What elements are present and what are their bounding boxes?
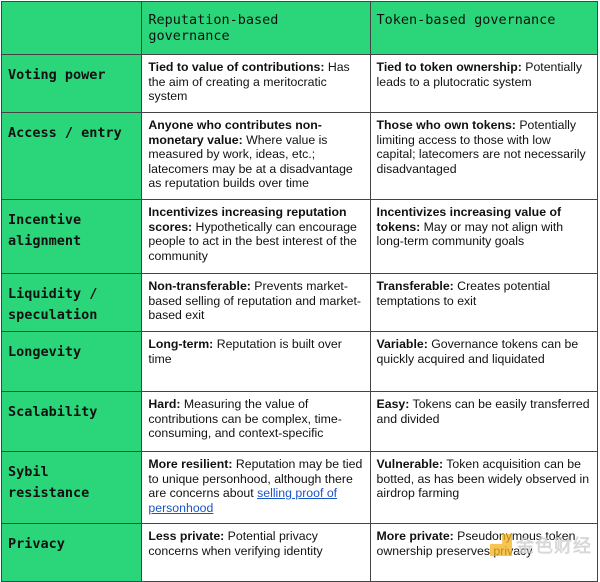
reputation-cell: Non-transferable: Prevents market-based … (141, 273, 371, 332)
tok-bold: Vulnerable: (376, 457, 444, 471)
corner-cell (0, 1, 143, 55)
table-row: Access / entry Anyone who contributes no… (0, 112, 599, 200)
rep-text: Hypothetically can encourage people to a… (148, 219, 357, 263)
table-row: Incentive alignment Incentivizes increas… (0, 199, 599, 274)
watermark-text: 金色财经 (516, 536, 592, 556)
token-cell: Easy: Tokens can be easily transferred a… (369, 391, 599, 452)
tok-text: Tokens can be easily transferred and div… (376, 397, 590, 426)
watermark: 金色财经 (490, 532, 592, 558)
table-row: Sybil resistance More resilient: Reputat… (0, 451, 599, 524)
reputation-cell: Less private: Potential privacy concerns… (141, 523, 371, 582)
token-cell: Transferable: Creates potential temptati… (369, 273, 599, 332)
row-label: Access / entry (0, 112, 143, 200)
row-label: Privacy (0, 523, 143, 582)
tok-text: Potentially leads to a plutocratic syste… (376, 60, 582, 89)
token-cell: Incentivizes increasing value of tokens:… (369, 199, 599, 274)
table-row: Liquidity / speculation Non-transferable… (0, 273, 599, 332)
tok-text: Potentially limiting access to those wit… (376, 118, 586, 176)
reputation-cell: Tied to value of contributions: Has the … (141, 54, 371, 113)
rep-text: Prevents market-based selling of reputat… (148, 279, 361, 323)
watermark-logo-icon (490, 534, 512, 556)
rep-bold: Anyone who contributes non-monetary valu… (148, 118, 322, 147)
table-row: Voting power Tied to value of contributi… (0, 54, 599, 113)
selling-proof-link[interactable]: selling proof of personhood (148, 486, 338, 515)
column-header-token: Token-based governance (369, 1, 599, 55)
token-cell: Those who own tokens: Potentially limiti… (369, 112, 599, 200)
tok-bold: Those who own tokens: (376, 118, 516, 132)
tok-bold: Incentivizes increasing value of tokens: (376, 205, 562, 234)
reputation-cell: Hard: Measuring the value of contributio… (141, 391, 371, 452)
reputation-cell: Long-term: Reputation is built over time (141, 331, 371, 392)
rep-bold: More resilient: (148, 457, 233, 471)
row-label: Scalability (0, 391, 143, 452)
tok-text: Token acquisition can be botted, as has … (376, 457, 590, 501)
rep-text: Reputation is built over time (148, 337, 342, 366)
tok-bold: Tied to token ownership: (376, 60, 522, 74)
table-row: Scalability Hard: Measuring the value of… (0, 391, 599, 452)
token-cell: Tied to token ownership: Potentially lea… (369, 54, 599, 113)
rep-text: Reputation may be tied to unique personh… (148, 457, 363, 501)
tok-text: Governance tokens can be quickly acquire… (376, 337, 579, 366)
row-label: Incentive alignment (0, 199, 143, 274)
token-cell: Variable: Governance tokens can be quick… (369, 331, 599, 392)
rep-bold: Non-transferable: (148, 279, 251, 293)
row-label: Sybil resistance (0, 451, 143, 524)
rep-bold: Hard: (148, 397, 181, 411)
row-label: Liquidity / speculation (0, 273, 143, 332)
rep-text: Potential privacy concerns when verifyin… (148, 529, 323, 558)
rep-text: Where value is measured by work, ideas, … (148, 132, 353, 191)
token-cell: Vulnerable: Token acquisition can be bot… (369, 451, 599, 524)
tok-bold: Variable: (376, 337, 428, 351)
tok-text: Creates potential temptations to exit (376, 279, 551, 308)
rep-bold: Incentivizes increasing reputation score… (148, 205, 347, 234)
tok-bold: Easy: (376, 397, 410, 411)
reputation-cell: Incentivizes increasing reputation score… (141, 199, 371, 274)
header-row: Reputation-based governance Token-based … (0, 1, 599, 55)
tok-text: May or may not align with long-term comm… (376, 219, 564, 249)
row-label: Voting power (0, 54, 143, 113)
table-row: Longevity Long-term: Reputation is built… (0, 331, 599, 392)
reputation-cell: More resilient: Reputation may be tied t… (141, 451, 371, 524)
rep-text: Has the aim of creating a meritocratic s… (148, 60, 350, 104)
tok-bold: Transferable: (376, 279, 454, 293)
tok-bold: More private: (376, 529, 454, 543)
rep-bold: Less private: (148, 529, 225, 543)
rep-text: Measuring the value of contributions can… (148, 397, 342, 441)
column-header-reputation: Reputation-based governance (141, 1, 371, 55)
row-label: Longevity (0, 331, 143, 392)
reputation-cell: Anyone who contributes non-monetary valu… (141, 112, 371, 200)
rep-bold: Tied to value of contributions: (148, 60, 325, 74)
rep-bold: Long-term: (148, 337, 214, 351)
